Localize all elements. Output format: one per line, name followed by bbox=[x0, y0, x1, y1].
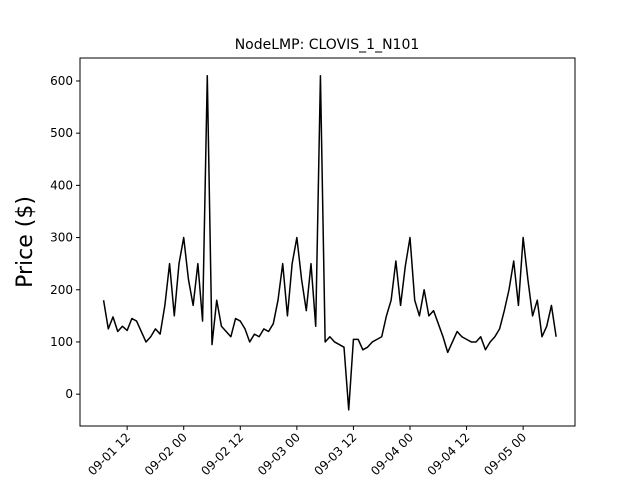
y-tick-label: 600 bbox=[50, 74, 73, 88]
x-tick-label: 09-05 00 bbox=[481, 430, 529, 478]
chart-title: NodeLMP: CLOVIS_1_N101 bbox=[235, 37, 420, 53]
y-tick-label: 0 bbox=[65, 387, 73, 401]
y-tick-label: 400 bbox=[50, 178, 73, 192]
x-tick-label: 09-03 12 bbox=[311, 430, 359, 478]
x-tick-label: 09-02 00 bbox=[142, 430, 190, 478]
x-tick-label: 09-01 12 bbox=[85, 430, 133, 478]
x-tick-label: 09-04 12 bbox=[425, 430, 473, 478]
y-axis-label: Price ($) bbox=[13, 196, 38, 288]
x-tick-label: 09-02 12 bbox=[198, 430, 246, 478]
y-tick-label: 100 bbox=[50, 335, 73, 349]
x-tick-label: 09-04 00 bbox=[368, 430, 416, 478]
x-tick-label: 09-03 00 bbox=[255, 430, 303, 478]
y-tick-label: 500 bbox=[50, 126, 73, 140]
y-tick-label: 300 bbox=[50, 231, 73, 245]
y-tick-label: 200 bbox=[50, 283, 73, 297]
plot-frame bbox=[79, 57, 576, 427]
price-line bbox=[102, 75, 557, 411]
